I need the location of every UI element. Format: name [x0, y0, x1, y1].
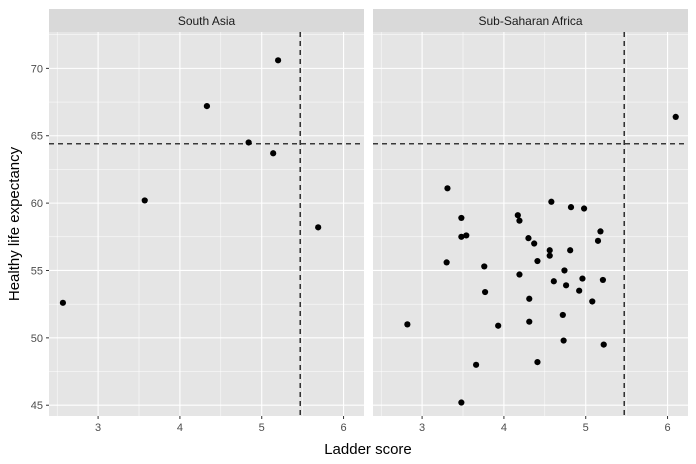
x-tick-label: 6 — [340, 422, 346, 434]
data-point — [546, 252, 553, 259]
x-tick-label: 3 — [419, 422, 425, 434]
facet-panels: South Asia Sub-Saharan Africa — [49, 9, 688, 416]
x-axis-title: Ladder score — [324, 441, 412, 458]
data-point — [672, 113, 679, 120]
data-point — [579, 275, 586, 282]
data-point — [270, 150, 277, 157]
x-tick-label: 4 — [501, 422, 507, 434]
y-axis: 45 50 55 60 65 70 — [31, 63, 49, 412]
y-tick-label: 45 — [31, 400, 43, 412]
data-point — [458, 214, 465, 222]
data-point — [526, 318, 533, 325]
x-tick-label: 3 — [95, 422, 101, 434]
facet-strip — [373, 9, 688, 32]
x-tick-label: 5 — [583, 422, 589, 434]
data-point — [580, 205, 588, 212]
data-point — [141, 197, 148, 204]
data-point — [481, 288, 489, 296]
facet-strip — [49, 9, 364, 32]
data-point — [525, 235, 532, 242]
y-tick-label: 55 — [31, 265, 43, 277]
facet-panel: South Asia — [49, 9, 364, 416]
data-point — [597, 228, 604, 235]
data-point — [562, 282, 570, 289]
data-point — [576, 287, 583, 294]
data-point — [534, 359, 541, 366]
data-point — [458, 399, 465, 406]
data-point — [526, 295, 533, 302]
data-point — [589, 298, 596, 305]
data-point — [599, 276, 607, 284]
data-point — [245, 139, 252, 146]
data-point — [315, 224, 322, 231]
data-point — [495, 322, 502, 329]
data-point — [203, 103, 211, 110]
facet-panel: Sub-Saharan Africa — [373, 9, 688, 416]
data-point — [404, 321, 411, 328]
data-point — [550, 278, 557, 285]
y-tick-label: 70 — [31, 63, 43, 75]
panel-background — [49, 32, 364, 416]
data-point — [516, 217, 523, 224]
data-point — [472, 361, 480, 368]
y-tick-label: 65 — [31, 131, 43, 143]
data-point — [546, 247, 553, 254]
facet-strip-label: South Asia — [178, 14, 236, 28]
x-tick-label: 4 — [177, 422, 183, 434]
y-axis-title: Healthy life expectancy — [6, 146, 23, 301]
x-tick-label: 5 — [259, 422, 265, 434]
facet-strip-label: Sub-Saharan Africa — [478, 14, 582, 28]
data-point — [559, 311, 566, 319]
data-point — [600, 341, 607, 348]
data-point — [560, 337, 567, 344]
x-tick-label: 6 — [664, 422, 670, 434]
x-axis: 3 4 5 6 3 4 5 6 — [95, 416, 671, 434]
data-point — [567, 247, 574, 254]
panel-background — [373, 32, 688, 416]
data-point — [514, 212, 521, 219]
data-point — [443, 259, 450, 266]
data-point — [516, 271, 523, 278]
data-point — [274, 57, 282, 64]
data-point — [463, 232, 470, 239]
data-point — [531, 240, 538, 247]
data-point — [458, 233, 465, 240]
data-point — [534, 257, 541, 265]
data-point — [548, 198, 555, 205]
data-point — [481, 263, 488, 270]
data-point — [567, 204, 575, 211]
data-point — [594, 237, 602, 244]
data-point — [444, 185, 451, 192]
data-point — [561, 267, 568, 274]
data-point — [59, 299, 67, 306]
y-tick-label: 60 — [31, 198, 43, 210]
y-tick-label: 50 — [31, 333, 43, 345]
